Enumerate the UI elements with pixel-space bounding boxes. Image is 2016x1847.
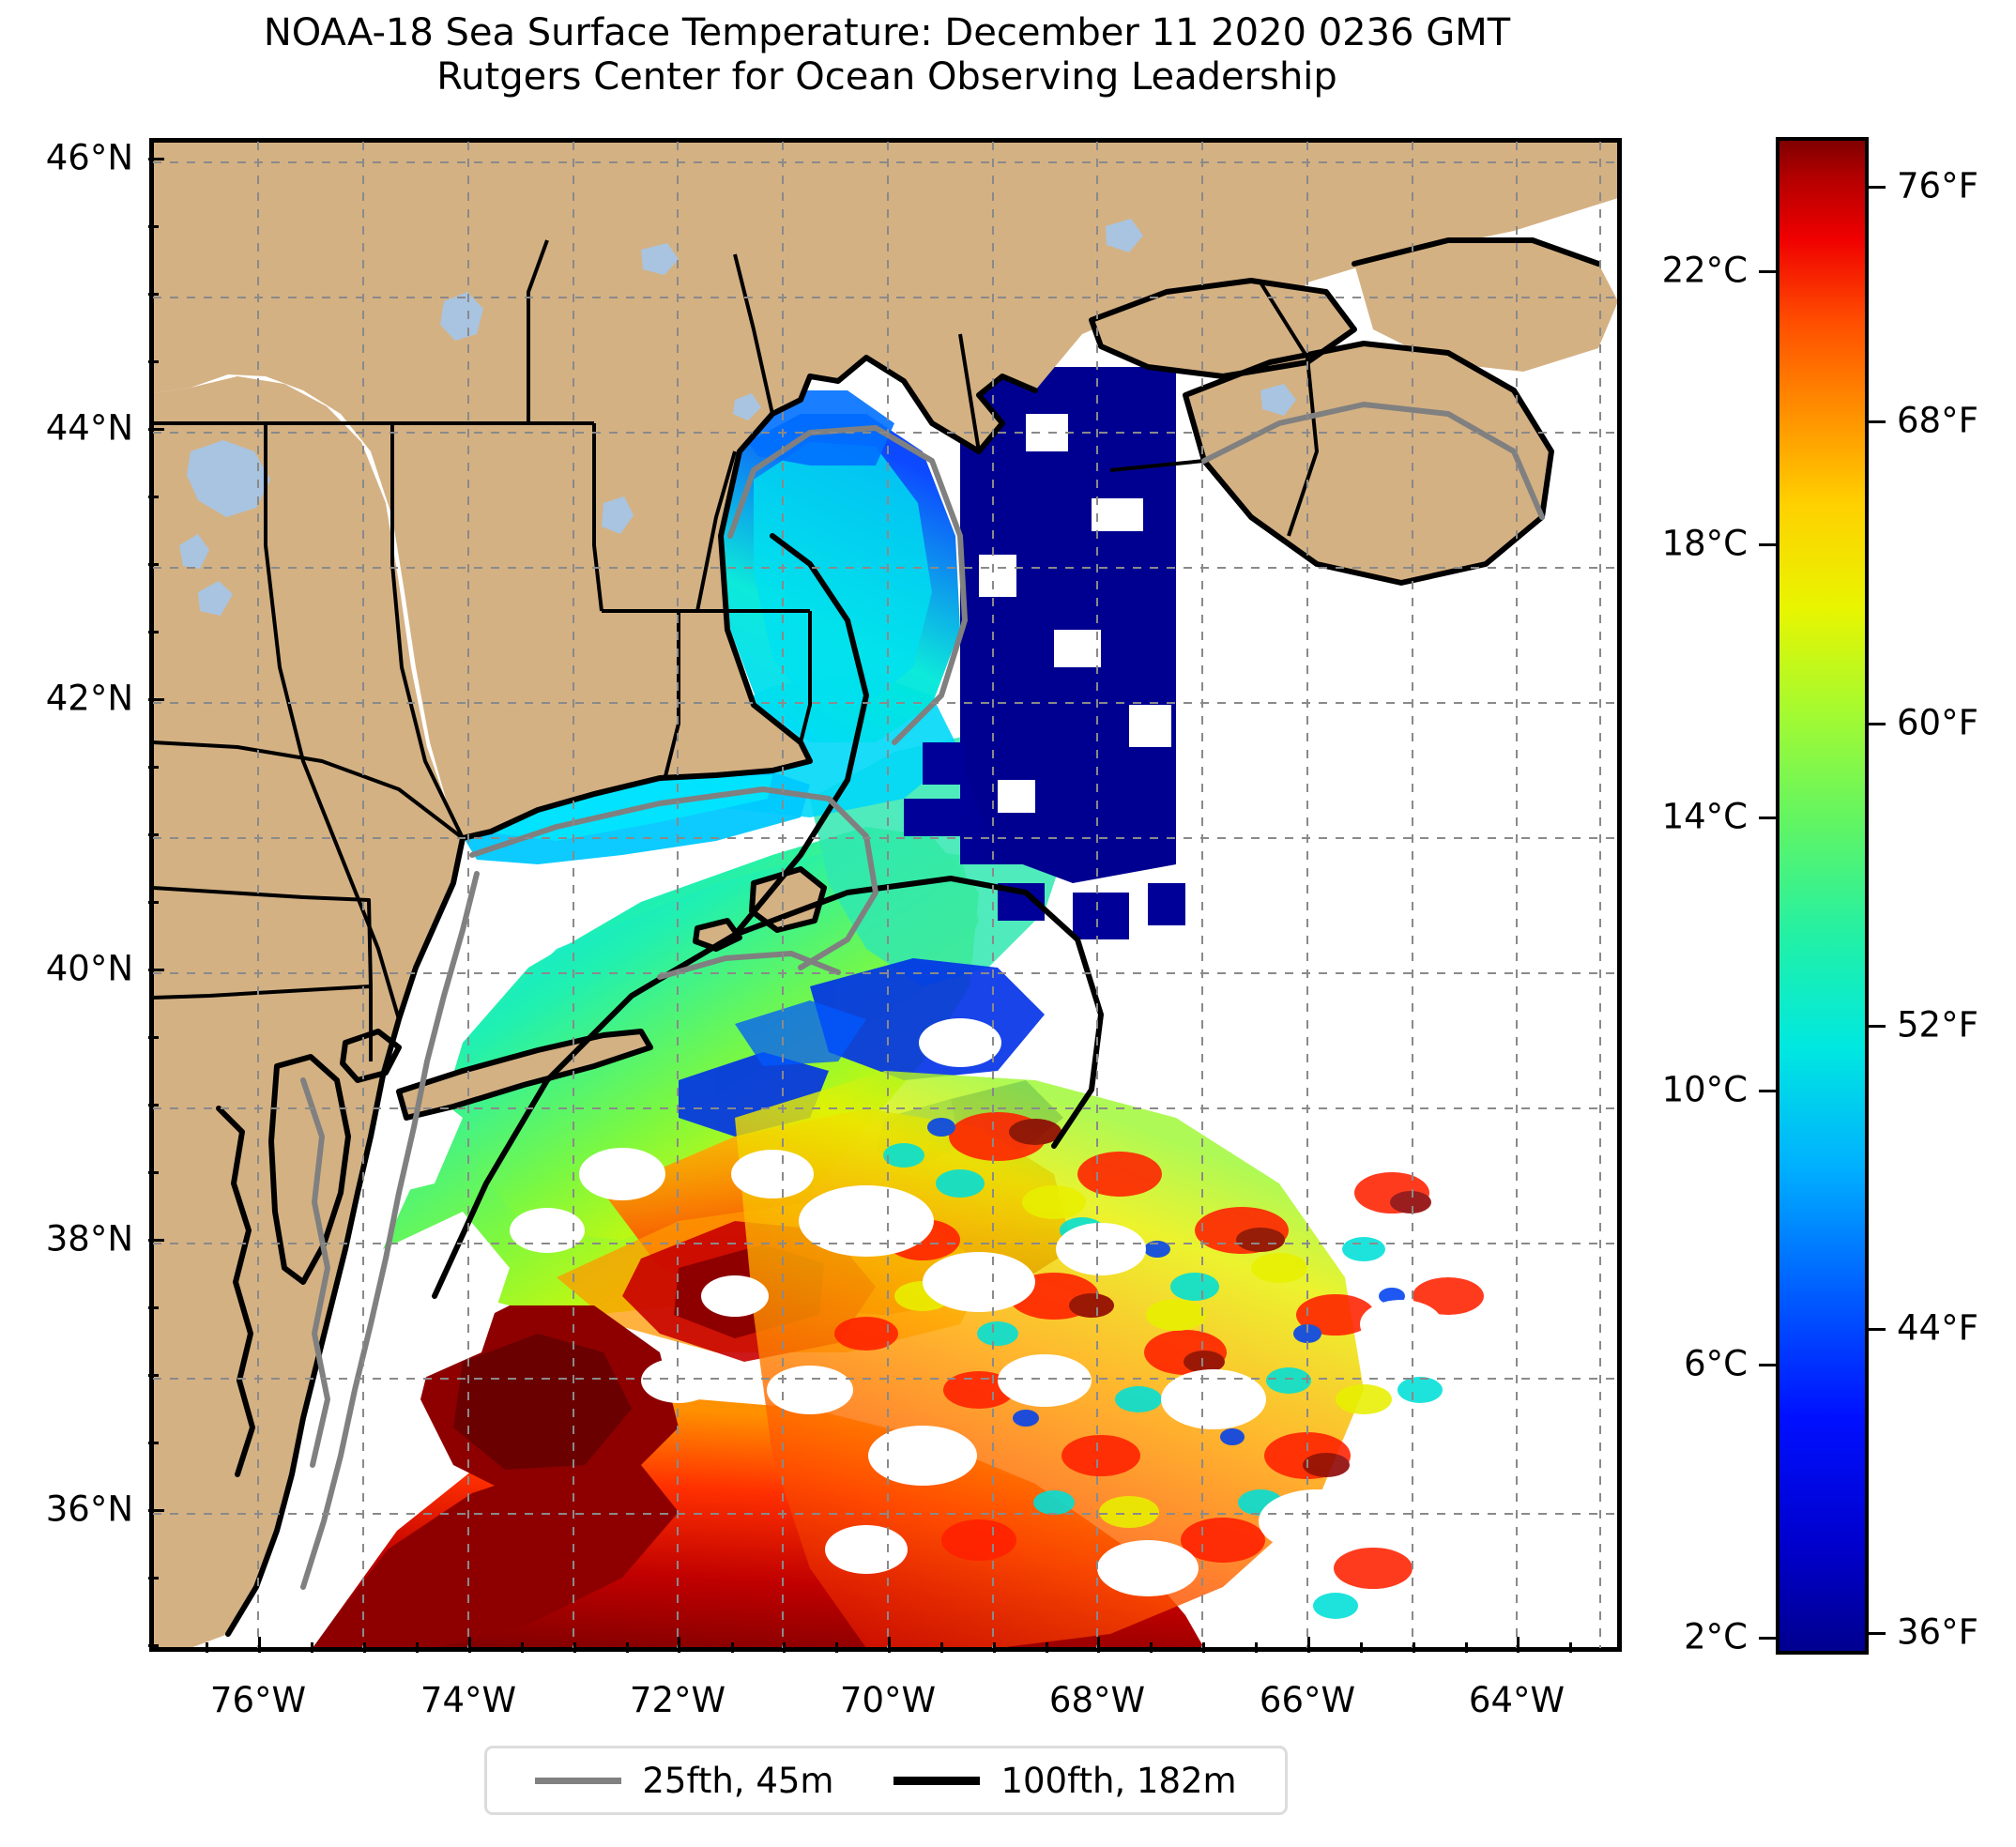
gridline-vertical	[677, 142, 679, 1648]
gridline-horizontal	[153, 161, 1618, 163]
colorbar-tick-fahrenheit	[1869, 1328, 1886, 1332]
colorbar-label-fahrenheit: 60°F	[1897, 702, 1978, 743]
colorbar-tick-celsius	[1759, 1090, 1776, 1093]
gridline-vertical	[467, 142, 469, 1648]
map-canvas	[153, 142, 1618, 1648]
x-axis-label: 64°W	[1468, 1680, 1565, 1720]
legend-entry-25fth: 25fth, 45m	[535, 1761, 833, 1801]
legend-entry-100fth: 100fth, 182m	[893, 1760, 1237, 1801]
colorbar-label-celsius: 18°C	[1661, 523, 1748, 564]
x-axis-label: 68°W	[1048, 1680, 1146, 1720]
x-axis-labels: 76°W 74°W 72°W 70°W 68°W 66°W 64°W	[149, 1680, 1622, 1729]
legend-line-25fth-icon	[535, 1777, 622, 1784]
y-axis-label: 38°N	[45, 1218, 133, 1259]
colorbar[interactable]: 36°F 44°F 52°F 60°F 68°F 76°F 2°C 6°C 10…	[1662, 137, 1978, 1656]
colorbar-label-celsius: 14°C	[1661, 796, 1748, 837]
colorbar-label-celsius: 6°C	[1684, 1343, 1748, 1384]
page-title: NOAA-18 Sea Surface Temperature: Decembe…	[263, 11, 1511, 54]
colorbar-tick-celsius	[1759, 817, 1776, 820]
y-axis-label: 42°N	[45, 678, 133, 719]
gridline-horizontal	[153, 1243, 1618, 1244]
gridline-horizontal	[153, 702, 1618, 704]
colorbar-tick-celsius	[1759, 1363, 1776, 1366]
colorbar-label-fahrenheit: 68°F	[1897, 400, 1978, 441]
colorbar-label-celsius: 22°C	[1661, 250, 1748, 291]
isobath-legend: 25fth, 45m 100fth, 182m	[484, 1746, 1288, 1815]
gridline-vertical	[1201, 142, 1203, 1648]
colorbar-tick-fahrenheit	[1869, 1024, 1886, 1028]
x-axis-label: 76°W	[209, 1680, 307, 1720]
colorbar-tick-fahrenheit	[1869, 185, 1886, 189]
colorbar-tick-fahrenheit	[1869, 723, 1886, 726]
gridline-horizontal	[153, 1107, 1618, 1109]
colorbar-label-fahrenheit: 52°F	[1897, 1004, 1978, 1046]
gridline-horizontal	[153, 972, 1618, 974]
map-graphic	[153, 142, 1618, 1648]
x-axis-label: 74°W	[420, 1680, 517, 1720]
colorbar-tick-celsius	[1759, 1636, 1776, 1640]
legend-line-100fth-icon	[893, 1776, 981, 1785]
colorbar-label-fahrenheit: 44°F	[1897, 1307, 1978, 1349]
gridline-vertical	[992, 142, 994, 1648]
gridline-vertical	[1516, 142, 1518, 1648]
gridline-horizontal	[153, 1378, 1618, 1380]
colorbar-label-fahrenheit: 76°F	[1897, 165, 1978, 206]
x-axis-label: 70°W	[839, 1680, 937, 1720]
gridline-vertical	[1306, 142, 1308, 1648]
gridline-horizontal	[153, 432, 1618, 434]
colorbar-label-celsius: 10°C	[1661, 1069, 1748, 1110]
colorbar-label-fahrenheit: 36°F	[1897, 1611, 1978, 1653]
gridline-vertical	[1412, 142, 1413, 1648]
gridline-horizontal	[153, 837, 1618, 839]
colorbar-label-celsius: 2°C	[1684, 1616, 1748, 1657]
gridline-vertical	[782, 142, 784, 1648]
gridline-vertical	[887, 142, 889, 1648]
colorbar-tick-fahrenheit	[1869, 1631, 1886, 1635]
gridline-vertical	[1096, 142, 1098, 1648]
colorbar-gradient	[1776, 137, 1869, 1655]
gridline-vertical	[362, 142, 364, 1648]
legend-label-100fth: 100fth, 182m	[1000, 1760, 1237, 1801]
page-subtitle: Rutgers Center for Ocean Observing Leade…	[436, 55, 1337, 99]
colorbar-tick-fahrenheit	[1869, 420, 1886, 424]
y-axis-label: 46°N	[45, 137, 133, 178]
gridline-vertical	[573, 142, 574, 1648]
gridline-horizontal	[153, 567, 1618, 569]
y-axis-label: 44°N	[45, 407, 133, 449]
gridline-vertical	[1599, 142, 1601, 1648]
legend-label-25fth: 25fth, 45m	[642, 1760, 834, 1801]
title-block: NOAA-18 Sea Surface Temperature: Decembe…	[0, 11, 1774, 99]
x-axis-label: 72°W	[629, 1680, 726, 1720]
y-axis-label: 40°N	[45, 948, 133, 989]
colorbar-tick-celsius	[1759, 270, 1776, 274]
sst-map-plot[interactable]	[149, 138, 1622, 1652]
y-axis-label: 36°N	[45, 1488, 133, 1530]
colorbar-tick-celsius	[1759, 543, 1776, 547]
gridline-vertical	[257, 142, 259, 1648]
y-axis-labels: 46°N 44°N 42°N 40°N 38°N 36°N	[0, 138, 133, 1652]
gridline-horizontal	[153, 1513, 1618, 1515]
gridline-horizontal	[153, 297, 1618, 298]
x-axis-label: 66°W	[1259, 1680, 1356, 1720]
